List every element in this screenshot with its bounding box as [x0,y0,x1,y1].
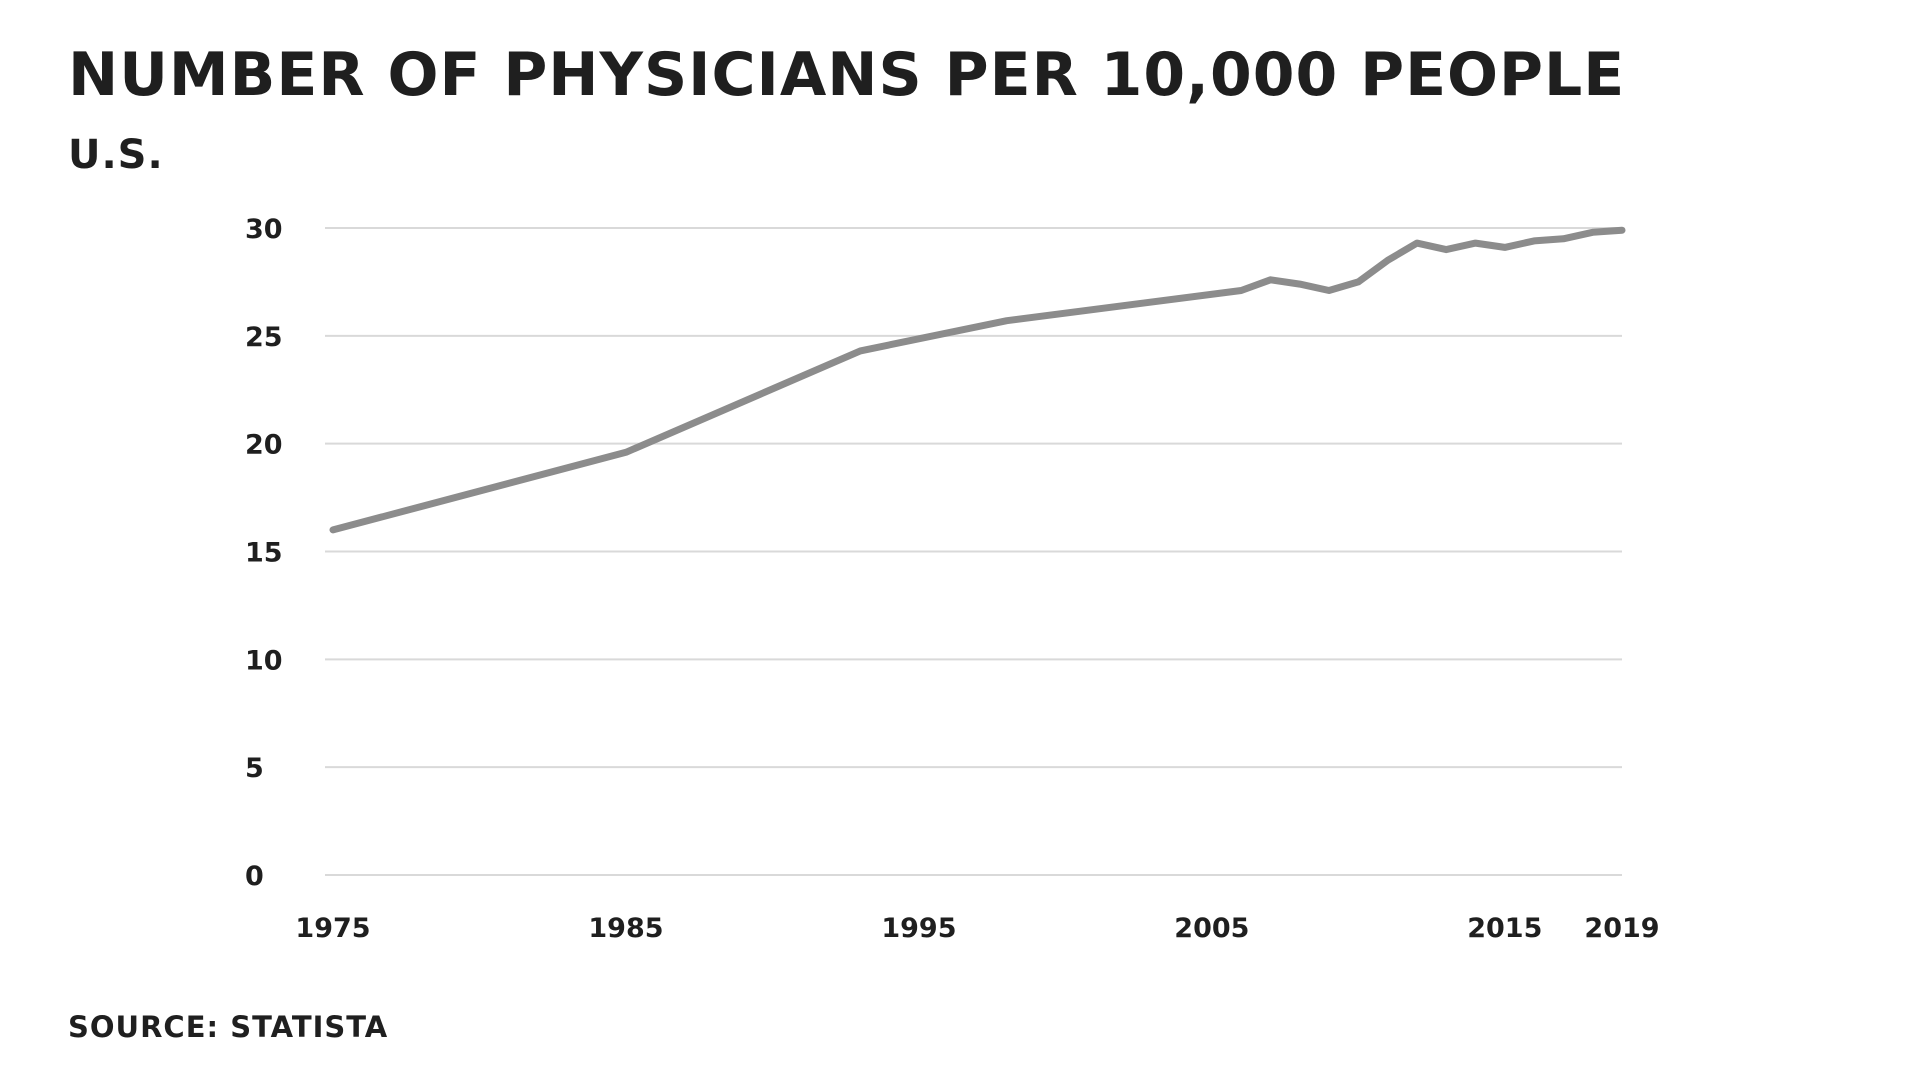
x-tick-label: 1985 [588,913,663,944]
grid-lines [325,227,1622,876]
y-tick-label: 20 [245,430,283,461]
x-axis-ticks: 1975 1985 1995 2005 2015 2019 [295,913,1659,944]
y-tick-label: 15 [245,538,283,569]
y-tick-label: 0 [245,861,264,892]
x-tick-label: 2019 [1584,913,1659,944]
x-tick-label: 2005 [1174,913,1249,944]
y-axis-ticks: 0 5 10 15 20 25 30 [245,214,283,892]
series-line-0 [329,226,1626,534]
chart-title: NUMBER OF PHYSICIANS PER 10,000 PEOPLE [68,40,1626,110]
chart-subtitle: U.S. [68,132,164,178]
y-tick-label: 10 [245,645,283,676]
y-tick-label: 25 [245,322,283,353]
source-note: SOURCE: STATISTA [68,1010,389,1044]
x-tick-label: 1975 [295,913,370,944]
x-tick-label: 2015 [1467,913,1542,944]
y-tick-label: 30 [245,214,283,245]
x-tick-label: 1995 [881,913,956,944]
series-layer [329,226,1626,534]
y-tick-label: 5 [245,753,264,784]
